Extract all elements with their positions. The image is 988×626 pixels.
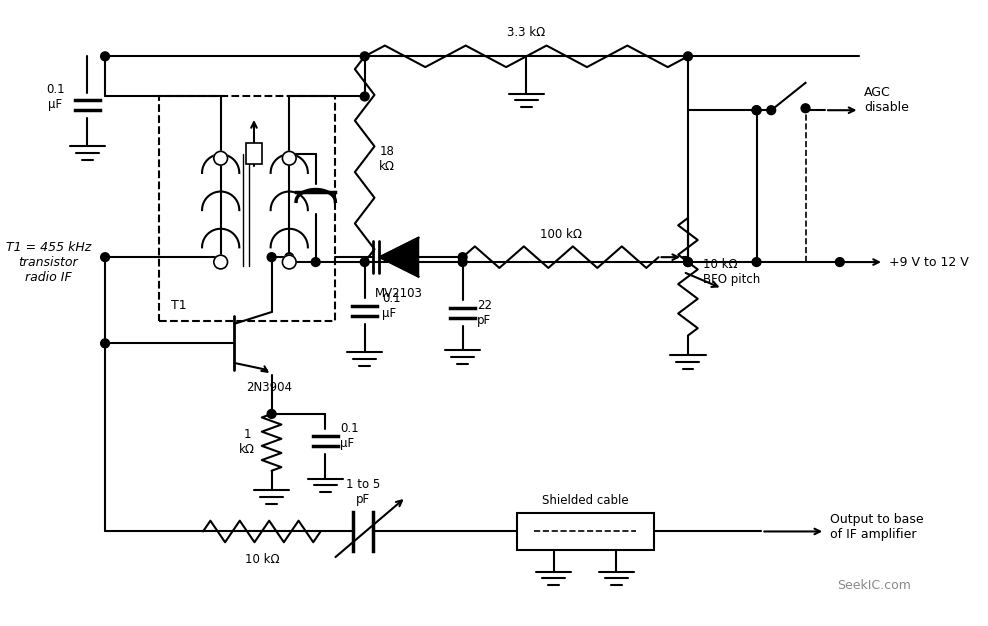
Text: T1: T1 (171, 299, 187, 312)
Bar (517, 513, 654, 550)
Text: 22
pF: 22 pF (477, 299, 492, 327)
Text: T1 = 455 kHz
transistor
radio IF: T1 = 455 kHz transistor radio IF (6, 240, 91, 284)
Text: +9 V to 12 V: +9 V to 12 V (889, 255, 968, 269)
Text: 1 to 5
pF: 1 to 5 pF (346, 478, 379, 506)
Circle shape (283, 255, 296, 269)
Circle shape (101, 339, 110, 348)
Text: 10 kΩ: 10 kΩ (244, 553, 280, 566)
Bar (159, 96, 335, 321)
Circle shape (311, 258, 320, 267)
Circle shape (752, 258, 761, 267)
Circle shape (684, 52, 693, 61)
Text: 10 kΩ
BFO pitch: 10 kΩ BFO pitch (702, 258, 760, 286)
Circle shape (361, 52, 370, 61)
Text: MV2103: MV2103 (375, 287, 423, 300)
Text: Output to base
of IF amplifier: Output to base of IF amplifier (830, 513, 924, 541)
Text: 18
kΩ: 18 kΩ (379, 145, 395, 173)
Text: 1
kΩ: 1 kΩ (239, 428, 255, 456)
Polygon shape (379, 238, 419, 277)
Text: 2N3904: 2N3904 (246, 381, 292, 394)
Circle shape (361, 92, 370, 101)
Text: 100 kΩ: 100 kΩ (539, 227, 582, 240)
Circle shape (458, 258, 467, 267)
Text: AGC
disable: AGC disable (864, 86, 909, 115)
Text: Shielded cable: Shielded cable (541, 494, 628, 507)
Text: 3.3 kΩ: 3.3 kΩ (507, 26, 545, 39)
Circle shape (767, 106, 776, 115)
Circle shape (801, 104, 810, 113)
Text: 0.1
μF: 0.1 μF (45, 83, 64, 111)
Bar (246, 143, 262, 164)
Circle shape (101, 253, 110, 262)
Text: 0.1
μF: 0.1 μF (340, 423, 359, 451)
Circle shape (752, 106, 761, 115)
Circle shape (101, 52, 110, 61)
Text: SeekIC.com: SeekIC.com (837, 579, 911, 592)
Circle shape (267, 409, 276, 418)
Circle shape (361, 258, 370, 267)
Circle shape (267, 253, 276, 262)
Circle shape (213, 151, 227, 165)
Circle shape (752, 106, 761, 115)
Circle shape (684, 258, 693, 267)
Circle shape (213, 255, 227, 269)
Circle shape (836, 258, 844, 267)
Circle shape (285, 258, 293, 267)
Text: 0.1
μF: 0.1 μF (382, 292, 401, 320)
Circle shape (283, 151, 296, 165)
Circle shape (285, 253, 293, 262)
Circle shape (684, 258, 693, 267)
Circle shape (458, 253, 467, 262)
